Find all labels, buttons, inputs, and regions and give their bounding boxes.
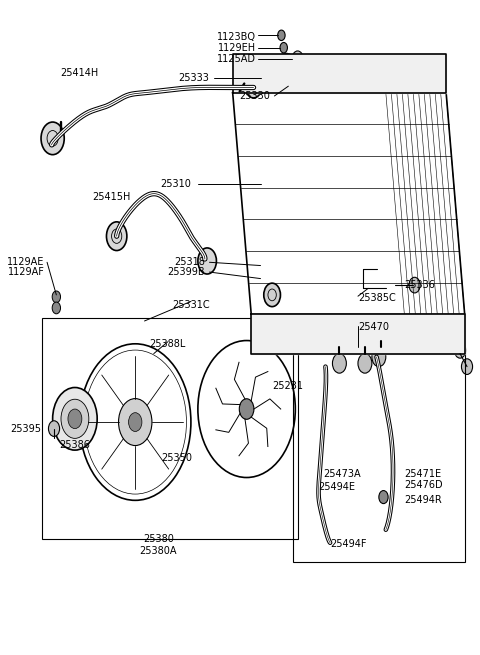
Circle shape (68, 409, 82, 428)
Circle shape (41, 122, 64, 155)
Circle shape (107, 222, 127, 251)
Text: 1129EH: 1129EH (218, 43, 256, 53)
Circle shape (52, 302, 60, 314)
Circle shape (455, 343, 466, 358)
Text: 25333: 25333 (179, 73, 209, 83)
Circle shape (333, 354, 347, 373)
Text: 25385C: 25385C (358, 293, 396, 303)
Polygon shape (251, 314, 465, 354)
Circle shape (52, 291, 60, 303)
Bar (42, 318, 298, 540)
Circle shape (240, 399, 254, 419)
Text: 25330: 25330 (239, 91, 270, 101)
Text: 25310: 25310 (160, 179, 191, 189)
Text: 1123BQ: 1123BQ (217, 32, 256, 43)
Text: 25386: 25386 (60, 440, 90, 450)
Circle shape (461, 359, 473, 375)
Text: 25350: 25350 (161, 453, 192, 463)
Text: 25414H: 25414H (60, 68, 98, 78)
Circle shape (358, 354, 372, 373)
Circle shape (264, 283, 280, 307)
Polygon shape (233, 54, 446, 93)
Circle shape (278, 30, 285, 41)
Text: 25494R: 25494R (404, 495, 442, 506)
Text: 25331C: 25331C (172, 300, 210, 310)
Text: 25470: 25470 (358, 322, 389, 333)
Text: 25318: 25318 (174, 257, 205, 267)
Circle shape (379, 491, 388, 504)
Circle shape (119, 399, 152, 445)
Circle shape (275, 54, 298, 86)
Text: 25388L: 25388L (150, 339, 186, 349)
Text: 25494E: 25494E (319, 482, 356, 493)
Text: 1129AF: 1129AF (8, 267, 45, 277)
Text: 1129AE: 1129AE (7, 257, 45, 267)
Text: 25380: 25380 (143, 534, 174, 544)
Circle shape (48, 421, 60, 436)
Circle shape (280, 43, 288, 53)
Circle shape (129, 413, 142, 432)
Circle shape (292, 51, 303, 67)
Text: 25399B: 25399B (167, 267, 205, 277)
Circle shape (409, 277, 420, 293)
Bar (293, 347, 465, 562)
Circle shape (53, 388, 97, 450)
Text: 25395: 25395 (11, 424, 41, 434)
Text: 25415H: 25415H (92, 192, 131, 202)
Text: 1125AD: 1125AD (217, 54, 256, 64)
Polygon shape (233, 93, 465, 314)
Text: 25231: 25231 (272, 381, 303, 391)
Text: 25380A: 25380A (140, 546, 177, 555)
Circle shape (61, 400, 89, 438)
Text: 25336: 25336 (404, 280, 435, 290)
Text: 25473A: 25473A (323, 469, 361, 479)
Circle shape (245, 75, 262, 98)
Text: 25494F: 25494F (330, 539, 367, 549)
Text: 25471E: 25471E (404, 469, 442, 479)
Circle shape (198, 248, 216, 274)
Text: 25476D: 25476D (404, 480, 443, 491)
Circle shape (372, 347, 386, 367)
